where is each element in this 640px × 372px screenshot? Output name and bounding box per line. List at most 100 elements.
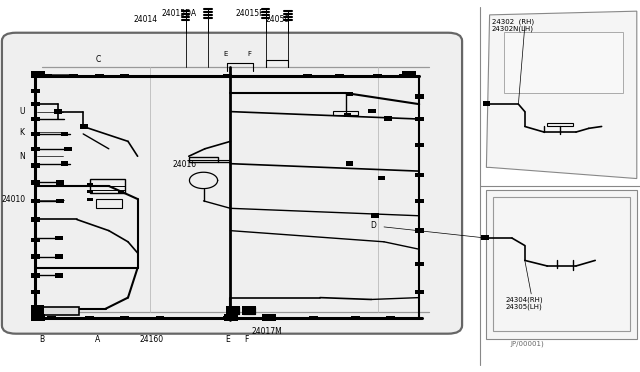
- Bar: [55, 254, 63, 259]
- Bar: [31, 132, 40, 136]
- Bar: [31, 290, 40, 294]
- Bar: [483, 101, 490, 106]
- Bar: [31, 163, 40, 168]
- Bar: [368, 109, 376, 113]
- Bar: [31, 147, 40, 151]
- Bar: [386, 316, 395, 320]
- Text: 24302  (RH): 24302 (RH): [492, 18, 534, 25]
- Text: 24302N(LH): 24302N(LH): [492, 25, 534, 32]
- Bar: [118, 191, 124, 194]
- Bar: [31, 199, 40, 203]
- Bar: [47, 316, 56, 320]
- Bar: [504, 32, 623, 93]
- Bar: [189, 157, 218, 162]
- Bar: [415, 228, 424, 233]
- Bar: [346, 161, 353, 166]
- Text: D: D: [370, 221, 376, 230]
- Bar: [351, 316, 360, 320]
- Text: 24015F: 24015F: [236, 9, 264, 18]
- Bar: [415, 290, 424, 294]
- Bar: [378, 176, 385, 180]
- Bar: [415, 143, 424, 147]
- Bar: [481, 235, 489, 240]
- Bar: [61, 161, 68, 166]
- Polygon shape: [486, 190, 637, 339]
- Text: K: K: [19, 128, 24, 137]
- Bar: [69, 74, 78, 78]
- Bar: [80, 124, 88, 129]
- Bar: [223, 316, 232, 320]
- Text: 24016: 24016: [173, 160, 197, 169]
- Bar: [90, 179, 125, 193]
- Bar: [371, 213, 379, 218]
- Text: F: F: [248, 51, 252, 57]
- Bar: [226, 306, 240, 315]
- Bar: [493, 197, 630, 331]
- Text: JP/00001): JP/00001): [511, 341, 545, 347]
- Bar: [415, 199, 424, 203]
- Bar: [95, 74, 104, 78]
- Bar: [309, 316, 318, 320]
- Bar: [31, 217, 40, 222]
- Bar: [64, 147, 72, 151]
- Bar: [373, 74, 382, 78]
- FancyBboxPatch shape: [2, 33, 462, 334]
- Bar: [547, 123, 573, 126]
- Bar: [120, 316, 129, 320]
- Text: A: A: [95, 335, 100, 344]
- Bar: [243, 307, 255, 314]
- Text: 24305(LH): 24305(LH): [506, 304, 542, 310]
- Bar: [120, 74, 129, 78]
- Bar: [415, 173, 424, 177]
- Bar: [224, 314, 238, 321]
- Bar: [85, 316, 94, 320]
- Bar: [415, 94, 424, 99]
- Bar: [415, 117, 424, 121]
- Text: E: E: [223, 51, 228, 57]
- Bar: [335, 74, 344, 78]
- Bar: [87, 183, 93, 186]
- Bar: [31, 180, 40, 185]
- Bar: [96, 199, 122, 208]
- Bar: [402, 71, 416, 78]
- Text: F: F: [244, 335, 249, 344]
- Bar: [31, 314, 45, 321]
- Text: 24014: 24014: [133, 15, 157, 24]
- Bar: [56, 199, 64, 203]
- Text: E: E: [225, 335, 230, 344]
- Bar: [223, 74, 232, 78]
- Bar: [384, 116, 392, 121]
- Bar: [87, 190, 93, 193]
- Bar: [346, 92, 353, 96]
- Text: 24059: 24059: [266, 15, 290, 24]
- Bar: [61, 132, 68, 136]
- Bar: [55, 273, 63, 278]
- Bar: [415, 262, 424, 266]
- Bar: [227, 307, 239, 314]
- Text: N: N: [19, 152, 25, 161]
- Bar: [31, 273, 40, 278]
- Text: U: U: [19, 107, 25, 116]
- Bar: [399, 74, 408, 78]
- Text: 24015DA: 24015DA: [162, 9, 197, 18]
- Polygon shape: [486, 11, 637, 179]
- Text: 24017M: 24017M: [252, 327, 282, 336]
- Bar: [333, 111, 358, 115]
- Bar: [31, 102, 40, 106]
- Bar: [31, 305, 40, 309]
- Bar: [31, 89, 40, 93]
- Bar: [156, 316, 164, 320]
- Bar: [55, 236, 63, 240]
- Bar: [264, 316, 273, 320]
- Bar: [31, 71, 45, 78]
- Text: B: B: [40, 335, 45, 344]
- Bar: [54, 109, 62, 114]
- Bar: [31, 254, 40, 259]
- Bar: [37, 307, 79, 315]
- Bar: [56, 180, 64, 185]
- Text: C: C: [96, 55, 101, 64]
- Bar: [303, 74, 312, 78]
- Text: 24160: 24160: [140, 335, 164, 344]
- Text: 24010: 24010: [2, 195, 26, 204]
- Bar: [31, 305, 44, 317]
